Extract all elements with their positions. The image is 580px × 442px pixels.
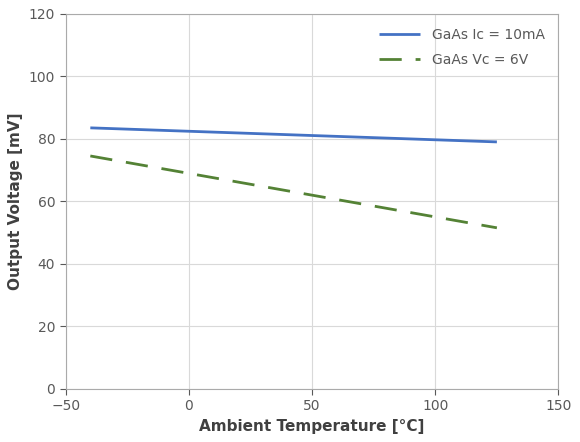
Y-axis label: Output Voltage [mV]: Output Voltage [mV] [8, 113, 23, 290]
X-axis label: Ambient Temperature [°C]: Ambient Temperature [°C] [200, 419, 425, 434]
Legend: GaAs Ic = 10mA, GaAs Vc = 6V: GaAs Ic = 10mA, GaAs Vc = 6V [372, 21, 552, 74]
